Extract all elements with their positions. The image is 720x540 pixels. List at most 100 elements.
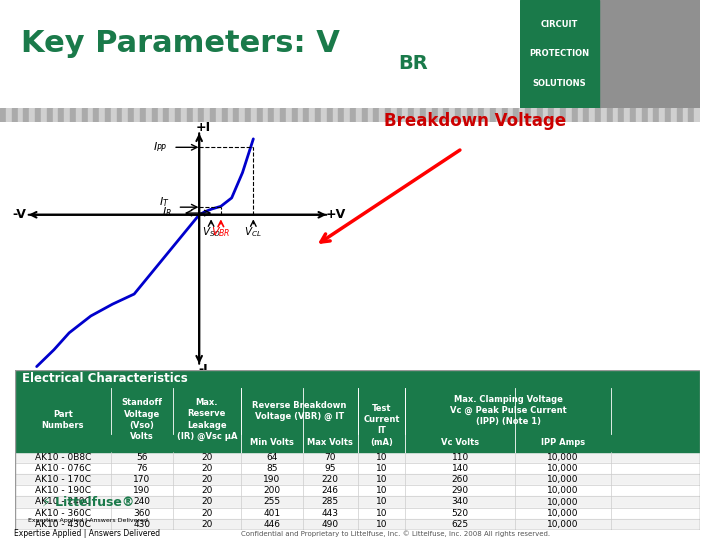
Text: 190: 190 (133, 487, 150, 495)
Bar (58, 108, 64, 122)
Text: 10,000: 10,000 (547, 497, 579, 507)
Bar (35, 108, 41, 122)
Bar (146, 108, 152, 122)
Text: 255: 255 (264, 497, 280, 507)
Text: 64: 64 (266, 453, 278, 462)
Text: AK10 - 0B8C: AK10 - 0B8C (35, 453, 91, 462)
Bar (0, 108, 6, 122)
Text: 140: 140 (451, 464, 469, 473)
Text: 20: 20 (201, 453, 212, 462)
Text: $I_{PP}$: $I_{PP}$ (153, 140, 168, 154)
Bar (169, 108, 175, 122)
Bar (502, 108, 508, 122)
Text: -V: -V (12, 208, 26, 221)
Bar (397, 108, 402, 122)
Text: 76: 76 (136, 464, 148, 473)
Text: Key Parameters: V: Key Parameters: V (21, 30, 340, 58)
Bar (15, 508, 700, 519)
Text: 260: 260 (451, 475, 469, 484)
Bar (595, 108, 600, 122)
Bar (222, 108, 228, 122)
Bar (198, 108, 204, 122)
Text: 490: 490 (322, 520, 338, 529)
Text: Reverse Breakdown
Voltage (VBR) @ IT: Reverse Breakdown Voltage (VBR) @ IT (252, 401, 346, 421)
Bar (70, 108, 76, 122)
Bar (618, 108, 624, 122)
Bar (175, 108, 181, 122)
Text: 10,000: 10,000 (547, 487, 579, 495)
Bar (426, 108, 432, 122)
Bar (525, 108, 531, 122)
Bar (163, 108, 169, 122)
Text: 443: 443 (322, 509, 338, 518)
Bar (292, 108, 297, 122)
Bar (280, 108, 286, 122)
Bar (152, 108, 158, 122)
Text: Expertise Applied | Answers Delivered: Expertise Applied | Answers Delivered (14, 530, 161, 538)
Bar (269, 108, 274, 122)
Text: 10,000: 10,000 (547, 520, 579, 529)
Bar (607, 108, 613, 122)
Text: $V_{BR}$: $V_{BR}$ (211, 225, 230, 239)
Text: 20: 20 (201, 487, 212, 495)
Bar (64, 108, 70, 122)
Text: 240: 240 (133, 497, 150, 507)
Bar (53, 108, 58, 122)
Text: SOLUTIONS: SOLUTIONS (533, 79, 586, 88)
Text: 190: 190 (264, 475, 281, 484)
Bar (15, 474, 700, 485)
Bar (613, 108, 618, 122)
Bar (653, 108, 660, 122)
Bar (484, 108, 490, 122)
Bar (186, 108, 192, 122)
Bar (12, 108, 17, 122)
Bar (519, 108, 525, 122)
Bar (245, 108, 251, 122)
Text: 200: 200 (264, 487, 280, 495)
Bar (76, 108, 81, 122)
Bar (660, 108, 665, 122)
Text: 10: 10 (376, 497, 387, 507)
Text: 220: 220 (322, 475, 338, 484)
Text: Part
Numbers: Part Numbers (42, 409, 84, 430)
Bar (630, 108, 636, 122)
Text: +V: +V (325, 208, 346, 221)
Bar (677, 108, 683, 122)
Text: 625: 625 (451, 520, 469, 529)
Text: 401: 401 (264, 509, 280, 518)
Bar (455, 108, 461, 122)
Bar (599, 0, 700, 110)
Bar (449, 108, 455, 122)
Bar (683, 108, 688, 122)
Text: 10,000: 10,000 (547, 453, 579, 462)
Text: 10: 10 (376, 487, 387, 495)
Text: 290: 290 (451, 487, 469, 495)
Text: $I_R$: $I_R$ (162, 205, 171, 219)
Bar (385, 108, 391, 122)
Text: -I: -I (199, 363, 208, 376)
Bar (566, 108, 572, 122)
Bar (210, 108, 216, 122)
Bar (624, 108, 630, 122)
Bar (181, 108, 186, 122)
Text: AK10 - 240C: AK10 - 240C (35, 497, 91, 507)
Bar (432, 108, 438, 122)
Bar (391, 108, 397, 122)
Bar (99, 108, 105, 122)
Text: 85: 85 (266, 464, 278, 473)
Bar (228, 108, 233, 122)
Text: Confidential and Proprietary to Littelfuse, Inc. © Littelfuse, Inc. 2008 All rig: Confidential and Proprietary to Littelfu… (241, 531, 551, 537)
Bar (688, 108, 694, 122)
Bar (600, 108, 607, 122)
Bar (402, 108, 408, 122)
Bar (15, 496, 700, 508)
Bar (572, 108, 577, 122)
Text: 10,000: 10,000 (547, 464, 579, 473)
Text: Standoff
Voltage
(Vso)
Volts: Standoff Voltage (Vso) Volts (121, 399, 162, 441)
Text: AK10 - 190C: AK10 - 190C (35, 487, 91, 495)
Text: $V_{SO}$: $V_{SO}$ (202, 225, 220, 239)
Text: 10: 10 (376, 475, 387, 484)
Text: 170: 170 (133, 475, 150, 484)
Bar (356, 108, 361, 122)
Text: 95: 95 (324, 464, 336, 473)
